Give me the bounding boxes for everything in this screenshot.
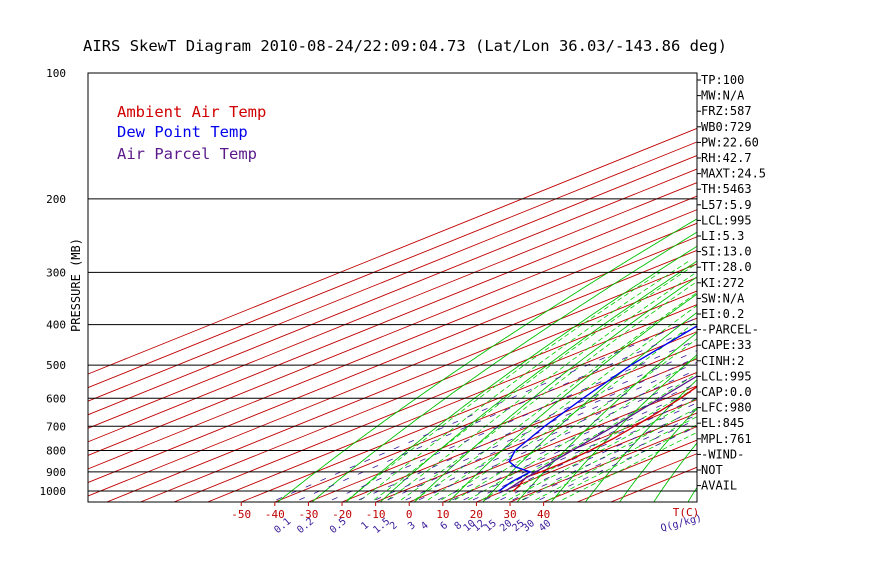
profile-point <box>613 426 614 427</box>
legend: Ambient Air Temp Dew Point Temp Air Parc… <box>117 103 266 163</box>
pressure-tick-label: 800 <box>46 444 66 457</box>
bottom-temp-label: 0 <box>406 508 413 521</box>
stability-index: EL:845 <box>701 416 744 430</box>
stability-index: L57:5.9 <box>701 198 752 212</box>
profile-point <box>518 486 519 487</box>
profile-point <box>657 412 658 413</box>
stability-index: FRZ:587 <box>701 104 752 118</box>
pressure-tick-label: 200 <box>46 193 66 206</box>
stability-index: CINH:2 <box>701 354 744 368</box>
pressure-tick-label: 700 <box>46 420 66 433</box>
profile-point <box>589 450 590 451</box>
stability-index: TH:5463 <box>701 182 752 196</box>
stability-index: CAPE:33 <box>701 338 752 352</box>
pressure-tick-label: 300 <box>46 266 66 279</box>
profile-point <box>630 365 631 366</box>
stability-index: SW:N/A <box>701 291 745 305</box>
profile-point <box>511 481 512 482</box>
profile-point <box>509 461 510 462</box>
pressure-tick-label: 500 <box>46 359 66 372</box>
profile-point <box>582 398 583 399</box>
chart-title: AIRS SkewT Diagram 2010-08-24/22:09:04.7… <box>83 37 727 55</box>
profile-point <box>515 450 516 451</box>
stability-index: TP:100 <box>701 73 744 87</box>
stability-index: WB0:729 <box>701 120 752 134</box>
bottom-temp-label: -50 <box>231 508 251 521</box>
profile-point <box>530 471 531 472</box>
profile-point <box>572 450 573 451</box>
profile-point <box>612 438 613 439</box>
legend-parcel: Air Parcel Temp <box>117 145 257 163</box>
stability-index: -PARCEL- <box>701 323 759 337</box>
profile-point <box>515 466 516 467</box>
stability-index: LFC:980 <box>701 401 752 415</box>
stability-index: NOT <box>701 463 723 477</box>
profile-point <box>519 481 520 482</box>
stability-index: AVAIL <box>701 479 737 493</box>
stability-index: SI:13.0 <box>701 245 752 259</box>
y-axis-label: PRESSURE (MB) <box>69 238 83 332</box>
profile-point <box>505 490 506 491</box>
profile-point <box>634 426 635 427</box>
stability-index: MPL:761 <box>701 432 752 446</box>
pressure-tick-label: 600 <box>46 392 66 405</box>
profile-point <box>498 490 499 491</box>
profile-point <box>552 461 553 462</box>
stability-index: KI:272 <box>701 276 744 290</box>
stability-index: RH:42.7 <box>701 151 752 165</box>
stability-index: TT:28.0 <box>701 260 752 274</box>
legend-dewpoint: Dew Point Temp <box>117 123 248 141</box>
pressure-tick-label: 900 <box>46 466 66 479</box>
profile-point <box>566 461 567 462</box>
stability-index: CAP:0.0 <box>701 385 752 399</box>
bottom-temp-label: 20 <box>470 508 483 521</box>
stability-index: EI:0.2 <box>701 307 744 321</box>
bottom-temp-label: 10 <box>436 508 449 521</box>
stability-index: LCL:995 <box>701 369 752 383</box>
profile-point <box>680 398 681 399</box>
profile-point <box>540 471 541 472</box>
profile-point <box>659 398 660 399</box>
pressure-tick-label: 400 <box>46 319 66 332</box>
profile-point <box>544 426 545 427</box>
stability-index: PW:22.60 <box>701 135 759 149</box>
legend-ambient: Ambient Air Temp <box>117 103 266 121</box>
pressure-tick-label: 1000 <box>40 485 67 498</box>
stability-index: MAXT:24.5 <box>701 167 766 181</box>
pressure-tick-label: 100 <box>46 67 66 80</box>
stability-index: LI:5.3 <box>701 229 744 243</box>
profile-point <box>513 490 514 491</box>
profile-point <box>522 481 523 482</box>
profile-point <box>535 471 536 472</box>
stability-index: MW:N/A <box>701 89 745 103</box>
stability-index: LCL:995 <box>701 213 752 227</box>
stability-index: -WIND- <box>701 447 744 461</box>
